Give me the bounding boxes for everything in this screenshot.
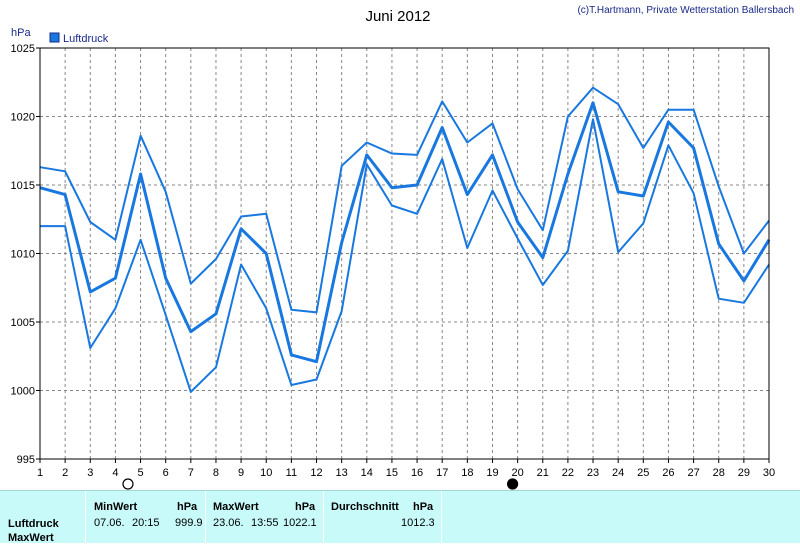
x-tick-label: 11 <box>286 467 297 479</box>
moon-phase-markers <box>122 478 519 490</box>
x-tick-label: 23 <box>587 467 599 479</box>
x-tick-label: 15 <box>386 467 398 479</box>
y-tick-label: 995 <box>17 454 35 466</box>
x-tick-label: 19 <box>486 467 498 479</box>
x-tick-label: 2 <box>62 467 68 479</box>
series-line-mean <box>39 101 771 364</box>
grid-lines <box>40 48 769 459</box>
min-value: 999.9 <box>175 517 203 529</box>
x-tick-label: 29 <box>738 467 750 479</box>
plot-frame <box>39 47 770 460</box>
x-tick-label: 25 <box>637 467 649 479</box>
avg-header: Durchschnitt <box>331 501 399 513</box>
full-moon-marker <box>122 478 134 490</box>
x-tick-label: 16 <box>411 467 423 479</box>
x-tick-label: 14 <box>361 467 373 479</box>
y-tick-label: 1015 <box>11 180 35 192</box>
x-tick-label: 30 <box>763 467 775 479</box>
stats-row-label-max: MaxWert <box>8 532 54 544</box>
y-tick-label: 1000 <box>11 386 35 398</box>
statistics-panel: Luftdruck MaxWert MinWert hPa 07.06. 20:… <box>0 490 800 544</box>
x-tick-label: 8 <box>213 467 219 479</box>
min-date: 07.06. <box>94 517 125 529</box>
legend-label: Luftdruck <box>63 33 109 45</box>
x-tick-label: 7 <box>188 467 194 479</box>
max-date: 23.06. <box>213 517 244 529</box>
series-lines <box>39 86 771 393</box>
x-tick-label: 5 <box>137 467 143 479</box>
x-tick-label: 21 <box>537 467 549 479</box>
y-tick-label: 1025 <box>11 43 35 55</box>
stats-row-label-pressure: Luftdruck <box>8 518 59 530</box>
x-tick-label: 3 <box>87 467 93 479</box>
x-tick-label: 18 <box>461 467 473 479</box>
min-time: 20:15 <box>132 517 160 529</box>
x-tick-label: 13 <box>336 467 348 479</box>
x-tick-label: 26 <box>662 467 674 479</box>
max-header: MaxWert <box>213 501 259 513</box>
x-tick-label: 10 <box>260 467 272 479</box>
x-tick-label: 1 <box>37 467 43 479</box>
series-line-min <box>40 118 770 393</box>
y-axis-unit: hPa <box>11 27 31 39</box>
series-line-max <box>39 86 770 314</box>
new-moon-marker <box>506 478 519 490</box>
axis-ticks: 1 2 3 4 5 6 7 8 9 10 11 12 13 14 15 16 17 18 19 20 21 22 23 24 2… <box>11 43 776 479</box>
min-header: MinWert <box>94 501 138 513</box>
y-tick-label: 1020 <box>11 112 35 124</box>
y-tick-label: 1010 <box>11 249 35 261</box>
x-tick-label: 20 <box>511 467 523 479</box>
x-tick-label: 12 <box>310 467 322 479</box>
x-tick-label: 22 <box>562 467 574 479</box>
x-tick-label: 6 <box>163 467 169 479</box>
max-value: 1022.1 <box>283 517 317 529</box>
x-tick-label: 4 <box>112 467 118 479</box>
min-unit: hPa <box>177 501 198 513</box>
x-tick-label: 24 <box>612 467 624 479</box>
avg-value: 1012.3 <box>401 517 435 529</box>
legend-swatch <box>49 32 60 43</box>
max-unit: hPa <box>295 501 316 513</box>
x-tick-label: 27 <box>687 467 699 479</box>
pressure-chart: Juni 2012 (c)T.Hartmann, Private Wetters… <box>11 5 794 490</box>
avg-unit: hPa <box>413 501 434 513</box>
chart-title: Juni 2012 <box>365 8 430 25</box>
x-tick-label: 17 <box>436 467 448 479</box>
x-tick-label: 9 <box>238 467 244 479</box>
y-tick-label: 1005 <box>11 317 35 329</box>
max-time: 13:55 <box>251 517 279 529</box>
x-tick-label: 28 <box>713 467 725 479</box>
copyright-text: (c)T.Hartmann, Private Wetterstation Bal… <box>577 5 794 16</box>
